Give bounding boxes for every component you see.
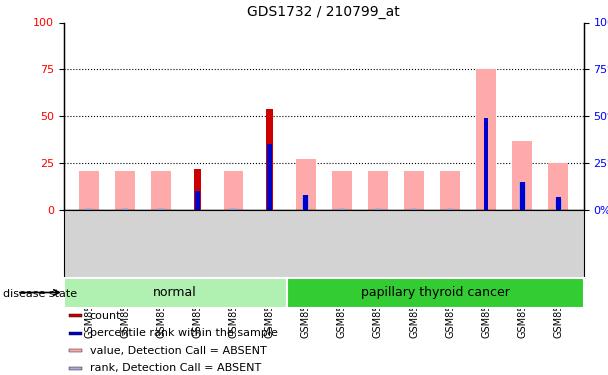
Bar — [555, 199, 562, 210]
Bar — [368, 171, 388, 210]
Bar — [440, 171, 460, 210]
Bar — [513, 141, 532, 210]
Bar — [69, 314, 82, 317]
Bar — [69, 350, 82, 352]
Bar — [556, 197, 561, 210]
Text: value, Detection Call = ABSENT: value, Detection Call = ABSENT — [90, 346, 266, 356]
Bar — [64, 278, 286, 308]
Bar — [332, 171, 352, 210]
Bar — [116, 171, 135, 210]
Title: GDS1732 / 210799_at: GDS1732 / 210799_at — [247, 5, 400, 19]
Bar — [268, 144, 272, 210]
Bar — [69, 367, 82, 370]
Bar — [302, 195, 309, 210]
Bar — [520, 182, 525, 210]
Text: percentile rank within the sample: percentile rank within the sample — [90, 328, 278, 338]
Bar — [404, 171, 424, 210]
Text: disease state: disease state — [3, 290, 77, 299]
Text: count: count — [90, 310, 122, 321]
Bar — [476, 69, 496, 210]
Bar — [86, 208, 92, 210]
Bar — [303, 195, 308, 210]
Bar — [79, 171, 99, 210]
Bar — [158, 208, 165, 210]
Bar — [548, 163, 568, 210]
Bar — [286, 278, 584, 308]
Bar — [69, 332, 82, 334]
Bar — [230, 208, 237, 210]
Bar — [411, 208, 417, 210]
Bar — [194, 169, 201, 210]
Bar — [339, 208, 345, 210]
Bar — [295, 159, 316, 210]
Bar — [519, 182, 525, 210]
Bar — [122, 208, 128, 210]
Text: rank, Detection Call = ABSENT: rank, Detection Call = ABSENT — [90, 363, 261, 373]
Bar — [266, 109, 273, 210]
Bar — [195, 191, 199, 210]
Bar — [224, 171, 243, 210]
Text: normal: normal — [153, 286, 197, 299]
Bar — [151, 171, 171, 210]
Bar — [375, 208, 381, 210]
Text: papillary thyroid cancer: papillary thyroid cancer — [361, 286, 510, 299]
Bar — [447, 208, 454, 210]
Bar — [484, 118, 488, 210]
